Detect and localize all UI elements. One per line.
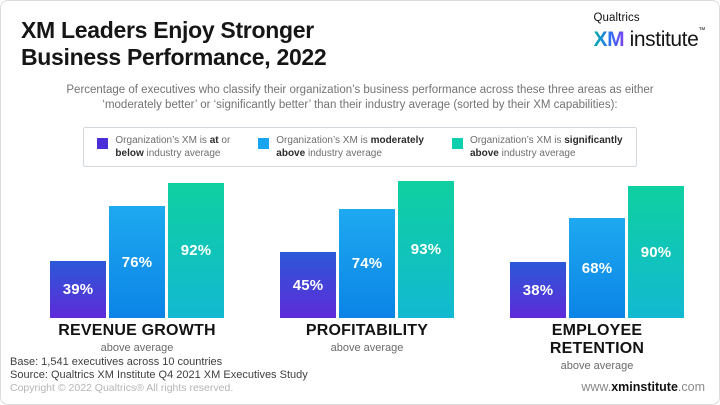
- bar-2: 74%: [339, 209, 395, 318]
- bar-value-label: 76%: [121, 253, 153, 271]
- bar-2: 68%: [569, 218, 625, 318]
- qualtrics-wordmark: Qualtrics: [593, 12, 640, 24]
- page-title: XM Leaders Enjoy Stronger Business Perfo…: [21, 17, 327, 71]
- bar-1: 38%: [510, 262, 566, 318]
- legend-label: Organization’s XM is moderately above ind…: [276, 135, 424, 159]
- bar-value-label: 38%: [522, 281, 554, 299]
- bar-group-bars: 45% 74% 93%: [280, 176, 454, 318]
- bar-value-label: 93%: [410, 241, 442, 258]
- xm-gradient-text: XM: [593, 27, 625, 51]
- category-label: PROFITABILITY: [305, 322, 429, 339]
- copyright-note: Copyright © 2022 Qualtrics® All rights r…: [10, 382, 234, 394]
- bar-3: 92%: [168, 183, 224, 318]
- bar-group: 38% 68% 90% EMPLOYEE RETENTION above average: [510, 176, 684, 372]
- bar-3: 90%: [628, 186, 684, 318]
- xm-institute-wordmark: XM institute™: [593, 27, 705, 50]
- bar-value-label: 92%: [180, 242, 212, 259]
- bar-group-bars: 38% 68% 90%: [510, 176, 684, 318]
- chart-legend: Organization’s XM is at or below industry…: [1, 127, 719, 167]
- institute-text: institute: [629, 27, 699, 51]
- legend-item: Organization’s XM is at or below industry…: [97, 135, 230, 160]
- legend-box: Organization’s XM is at or below industry…: [83, 127, 637, 167]
- bar-value-label: 39%: [62, 281, 94, 298]
- category-sublabel: above average: [100, 342, 174, 354]
- legend-label: Organization’s XM is significantly above …: [469, 135, 623, 159]
- title-line-2: Business Performance, 2022: [21, 44, 327, 70]
- bar-value-label: 90%: [640, 243, 672, 261]
- chart-subtitle: Percentage of executives who classify th…: [66, 84, 654, 111]
- trademark-symbol: ™: [698, 26, 705, 34]
- legend-item: Organization’s XM is moderately above ind…: [258, 135, 424, 160]
- category-sublabel: above average: [560, 360, 634, 372]
- category-sublabel: above average: [330, 342, 404, 354]
- bar-3: 93%: [398, 181, 454, 318]
- bar-1: 39%: [50, 261, 106, 318]
- bar-2: 76%: [109, 206, 165, 318]
- category-label: EMPLOYEE RETENTION: [549, 322, 645, 357]
- website-url: www.xminstitute.com: [581, 380, 705, 394]
- legend-swatch: [258, 138, 270, 149]
- bar-group: 45% 74% 93% PROFITABILITY above average: [280, 176, 454, 354]
- footer-notes: Base: 1,541 executives across 10 countri…: [10, 356, 308, 395]
- source-note: Source: Qualtrics XM Institute Q4 2021 X…: [10, 369, 308, 381]
- bar-1: 45%: [280, 252, 336, 318]
- legend-swatch: [451, 138, 463, 149]
- legend-label: Organization’s XM is at or below industry…: [115, 135, 231, 159]
- bar-value-label: 68%: [581, 259, 613, 277]
- bar-value-label: 74%: [351, 255, 383, 272]
- bar-group: 39% 76% 92% REVENUE GROWTH above average: [50, 176, 224, 354]
- title-line-1: XM Leaders Enjoy Stronger: [21, 17, 314, 43]
- base-note: Base: 1,541 executives across 10 countri…: [10, 356, 223, 368]
- bar-group-bars: 39% 76% 92%: [50, 176, 224, 318]
- qualtrics-xm-institute-logo: Qualtrics XM institute™: [593, 12, 705, 50]
- legend-swatch: [97, 138, 109, 149]
- legend-item: Organization’s XM is significantly above …: [451, 135, 623, 160]
- category-label: REVENUE GROWTH: [58, 322, 216, 339]
- bar-value-label: 45%: [292, 276, 324, 294]
